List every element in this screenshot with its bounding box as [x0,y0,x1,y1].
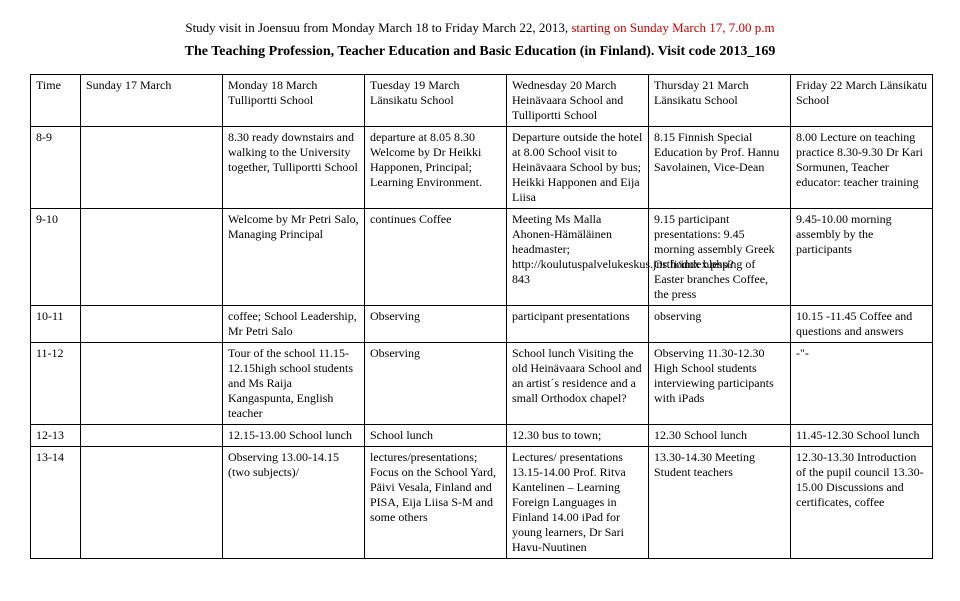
table-row: 8-9 8.30 ready downstairs and walking to … [31,127,933,209]
cell-sun [81,306,223,343]
col-tue: Tuesday 19 March Länsikatu School [365,75,507,127]
col-fri: Friday 22 March Länsikatu School [791,75,933,127]
cell-tue: lectures/presentations; Focus on the Sch… [365,447,507,559]
cell-time: 9-10 [31,209,81,306]
cell-wed: participant presentations [507,306,649,343]
cell-fri: 10.15 -11.45 Coffee and questions and an… [791,306,933,343]
cell-tue: School lunch [365,425,507,447]
cell-fri: 12.30-13.30 Introduction of the pupil co… [791,447,933,559]
table-row: 10-11 coffee; School Leadership, Mr Petri… [31,306,933,343]
cell-fri: 9.45-10.00 morning assembly by the parti… [791,209,933,306]
cell-wed: Meeting Ms Malla Ahonen-Hämäläinen headm… [507,209,649,306]
cell-mon: 12.15-13.00 School lunch [223,425,365,447]
cell-sun [81,127,223,209]
cell-wed: Lectures/ presentations 13.15-14.00 Prof… [507,447,649,559]
col-time: Time [31,75,81,127]
cell-thu: observing [649,306,791,343]
cell-thu: 12.30 School lunch [649,425,791,447]
page-title: The Teaching Profession, Teacher Educati… [30,44,930,60]
cell-fri: -"- [791,343,933,425]
col-mon: Monday 18 March Tulliportti School [223,75,365,127]
subtitle-part-a: Study visit in Joensuu from Monday March… [185,20,571,35]
cell-mon: coffee; School Leadership, Mr Petri Salo [223,306,365,343]
cell-tue: departure at 8.05 8.30 Welcome by Dr Hei… [365,127,507,209]
table-header-row: Time Sunday 17 March Monday 18 March Tul… [31,75,933,127]
table-row: 13-14 Observing 13.00-14.15 (two subjects… [31,447,933,559]
cell-tue: Observing [365,306,507,343]
col-sun: Sunday 17 March [81,75,223,127]
cell-wed: Departure outside the hotel at 8.00 Scho… [507,127,649,209]
page-subtitle: Study visit in Joensuu from Monday March… [30,20,930,36]
cell-time: 10-11 [31,306,81,343]
cell-time: 11-12 [31,343,81,425]
cell-wed: 12.30 bus to town; [507,425,649,447]
table-row: 12-13 12.15-13.00 School lunchSchool lunc… [31,425,933,447]
cell-wed: School lunch Visiting the old Heinävaara… [507,343,649,425]
cell-thu: 9.15 participant presentations: 9.45 mor… [649,209,791,306]
cell-tue: continues Coffee [365,209,507,306]
col-thu: Thursday 21 March Länsikatu School [649,75,791,127]
cell-sun [81,425,223,447]
cell-tue: Observing [365,343,507,425]
cell-time: 12-13 [31,425,81,447]
cell-mon: Welcome by Mr Petri Salo, Managing Princ… [223,209,365,306]
cell-mon: Observing 13.00-14.15 (two subjects)/ [223,447,365,559]
schedule-table: Time Sunday 17 March Monday 18 March Tul… [30,74,933,559]
cell-fri: 8.00 Lecture on teaching practice 8.30-9… [791,127,933,209]
table-row: 9-10 Welcome by Mr Petri Salo, Managing P… [31,209,933,306]
table-row: 11-12 Tour of the school 11.15-12.15high … [31,343,933,425]
cell-thu: Observing 11.30-12.30 High School studen… [649,343,791,425]
cell-sun [81,343,223,425]
cell-thu: 8.15 Finnish Special Education by Prof. … [649,127,791,209]
subtitle-part-b: starting on Sunday March 17, 7.00 p.m [571,20,774,35]
cell-thu: 13.30-14.30 Meeting Student teachers [649,447,791,559]
col-wed: Wednesday 20 March Heinävaara School and… [507,75,649,127]
cell-mon: 8.30 ready downstairs and walking to the… [223,127,365,209]
cell-time: 13-14 [31,447,81,559]
cell-fri: 11.45-12.30 School lunch [791,425,933,447]
cell-sun [81,209,223,306]
cell-time: 8-9 [31,127,81,209]
cell-mon: Tour of the school 11.15-12.15high schoo… [223,343,365,425]
cell-sun [81,447,223,559]
